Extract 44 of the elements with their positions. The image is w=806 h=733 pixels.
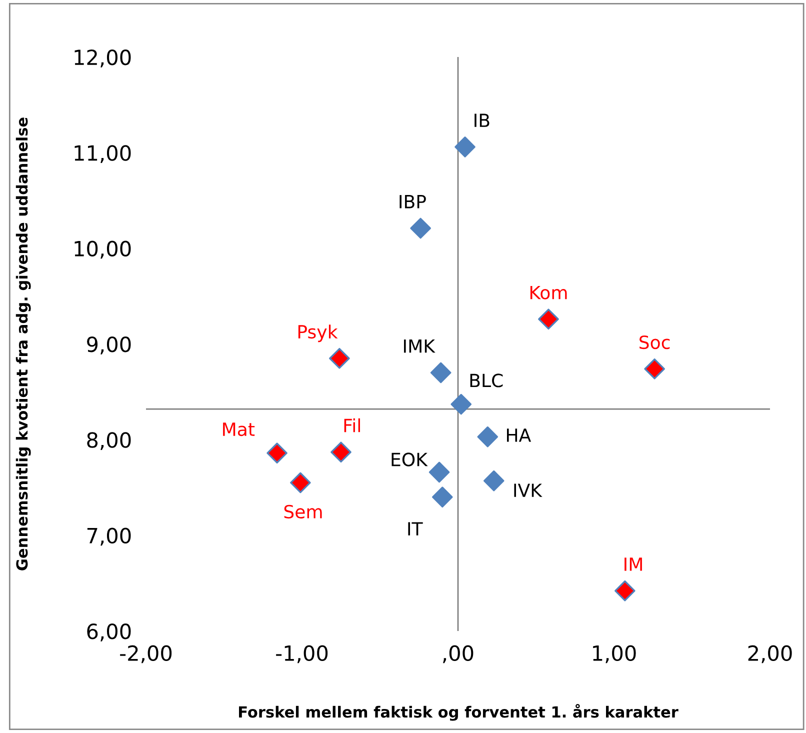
x-tick-label: -1,00 bbox=[276, 645, 328, 664]
y-tick-label: 6,00 bbox=[87, 623, 131, 642]
x-tick-label: -2,00 bbox=[120, 645, 172, 664]
point bbox=[450, 394, 472, 415]
point bbox=[483, 470, 504, 492]
point bbox=[410, 218, 431, 239]
annotation: Sem bbox=[284, 504, 322, 519]
annotation: BLC bbox=[470, 374, 503, 388]
annotation: IBP bbox=[400, 195, 426, 208]
annotation: Psyk bbox=[298, 324, 338, 342]
annotation: HA bbox=[507, 428, 532, 442]
annotation: Soc bbox=[640, 335, 670, 350]
annotation: IM bbox=[624, 558, 642, 571]
annotation: Kom bbox=[530, 286, 567, 300]
y-axis-title: Gennemsnitlig kvotient fra adg. givende uddannelse bbox=[16, 118, 31, 570]
x-tick-label: 2,00 bbox=[748, 645, 792, 664]
y-tick-label: 10,00 bbox=[74, 240, 131, 259]
y-tick-label: 7,00 bbox=[87, 528, 131, 546]
point bbox=[614, 580, 636, 602]
point bbox=[644, 358, 665, 380]
point bbox=[477, 426, 498, 448]
point bbox=[266, 442, 288, 464]
point bbox=[430, 362, 452, 384]
y-tick-label: 11,00 bbox=[74, 145, 131, 164]
annotation: Mat bbox=[223, 422, 255, 436]
point bbox=[329, 348, 350, 369]
y-tick-label: 9,00 bbox=[87, 336, 131, 354]
annotation: IMK bbox=[404, 340, 436, 353]
point bbox=[454, 136, 476, 158]
annotation: IB bbox=[474, 114, 490, 127]
x-tick-label: ,00 bbox=[443, 645, 474, 664]
point bbox=[290, 472, 311, 494]
point bbox=[330, 442, 352, 463]
y-tick-label: 12,00 bbox=[74, 49, 131, 68]
annotation: IVK bbox=[514, 484, 542, 497]
point bbox=[428, 462, 450, 483]
y-tick-label: 8,00 bbox=[87, 432, 131, 450]
annotation: EOK bbox=[392, 452, 428, 466]
point bbox=[538, 308, 559, 330]
point bbox=[432, 486, 453, 508]
annotation: IT bbox=[408, 522, 423, 536]
annotation: Fil bbox=[344, 418, 360, 432]
x-tick-label: 1,00 bbox=[593, 645, 636, 664]
x-axis-title: Forskel mellem faktisk og forventet 1. års karakter bbox=[239, 704, 678, 721]
